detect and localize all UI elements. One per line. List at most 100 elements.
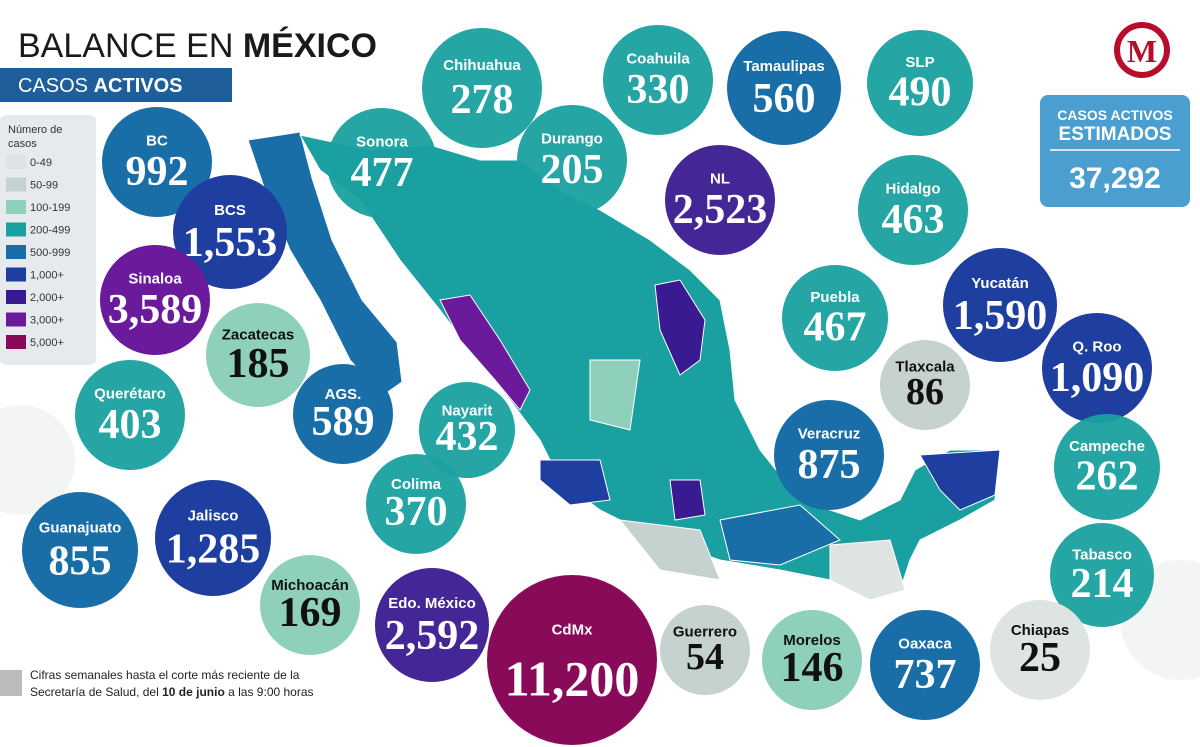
legend-swatch — [6, 200, 26, 214]
legend-label: 5,000+ — [30, 337, 64, 349]
legend: Número de casos 0-49 50-99 100-199 200-499 500… — [6, 124, 70, 349]
legend-swatch — [6, 312, 26, 327]
legend-swatch — [6, 267, 26, 282]
footnote: Secretaría de Salud, del 10 de junio a l… — [30, 685, 314, 699]
legend-label: 0-49 — [30, 157, 52, 169]
circle — [858, 155, 968, 265]
state-circle: NL2,523 — [665, 145, 775, 255]
state-name: Michoacán — [271, 577, 349, 594]
state-value: 463 — [882, 197, 945, 243]
circle — [173, 175, 287, 289]
state-value: 1,090 — [1050, 355, 1145, 401]
circle — [22, 492, 138, 608]
circle — [487, 575, 657, 745]
state-name: Coahuila — [626, 51, 690, 68]
circle — [293, 364, 393, 464]
state-name: Sinaloa — [128, 271, 182, 288]
state-value: 589 — [312, 399, 375, 445]
state-value: 214 — [1071, 561, 1134, 607]
legend-swatch — [6, 335, 26, 349]
state-name: Chihuahua — [443, 57, 521, 74]
state-value: 403 — [99, 402, 162, 448]
state-value: 737 — [894, 652, 957, 698]
circle — [665, 145, 775, 255]
legend-label: 100-199 — [30, 202, 70, 214]
legend-label: 3,000+ — [30, 315, 64, 327]
state-value: 1,590 — [953, 293, 1048, 339]
state-value: 86 — [906, 371, 944, 413]
state-name: SLP — [905, 54, 934, 71]
circle — [660, 605, 750, 695]
state-name: BC — [146, 133, 168, 150]
circle — [422, 28, 542, 148]
state-value: 560 — [753, 76, 816, 122]
state-name: Edo. México — [388, 595, 476, 612]
state-value: 278 — [451, 77, 514, 123]
circle — [260, 555, 360, 655]
circle — [943, 248, 1057, 362]
state-name: Morelos — [783, 632, 841, 649]
circle — [517, 105, 627, 215]
state-name: Colima — [391, 476, 442, 493]
total-label: CASOS ACTIVOS — [1057, 107, 1172, 123]
state-name: Yucatán — [971, 275, 1029, 292]
state-value: 490 — [889, 69, 952, 115]
legend-swatch — [6, 290, 26, 304]
legend-label: 2,000+ — [30, 292, 64, 304]
state-value: 2,592 — [385, 613, 480, 659]
state-circle: AGS.589 — [293, 364, 393, 464]
state-name: Sonora — [356, 134, 408, 151]
state-value: 1,285 — [166, 526, 261, 572]
state-value: 146 — [781, 645, 844, 691]
circle — [75, 360, 185, 470]
state-value: 1,553 — [183, 220, 278, 266]
state-value: 185 — [227, 341, 290, 387]
state-name: Campeche — [1069, 438, 1145, 455]
state-value: 875 — [798, 442, 861, 488]
footnote-mark — [0, 670, 22, 696]
circle — [155, 480, 271, 596]
logo-text: M — [1127, 33, 1157, 69]
circle — [206, 303, 310, 407]
total-label: ESTIMADOS — [1059, 124, 1172, 145]
map — [247, 131, 1001, 601]
state-value: 855 — [49, 538, 112, 584]
state-name: BCS — [214, 202, 246, 219]
state-name: Durango — [541, 131, 603, 148]
legend-label: 500-999 — [30, 247, 70, 259]
state-name: Nayarit — [442, 403, 493, 420]
state-name: Querétaro — [94, 386, 166, 403]
circle — [727, 31, 841, 145]
legend-label: 50-99 — [30, 180, 58, 192]
state-name: Tlaxcala — [895, 359, 955, 376]
state-name: Tabasco — [1072, 546, 1132, 563]
title: BALANCE EN MÉXICO — [18, 27, 377, 65]
circle — [870, 610, 980, 720]
state-name: NL — [710, 171, 730, 188]
state-name: AGS. — [325, 386, 362, 403]
state-circle: CdMx 11,200 — [487, 575, 657, 745]
state-value: 370 — [385, 489, 448, 535]
circle — [375, 568, 489, 682]
circle — [327, 108, 437, 218]
subtitle: CASOS ACTIVOS — [18, 75, 183, 97]
state-value: 205 — [541, 147, 604, 193]
subtitle-bg — [0, 68, 232, 102]
circle — [366, 454, 466, 554]
state-value: 262 — [1076, 453, 1139, 499]
